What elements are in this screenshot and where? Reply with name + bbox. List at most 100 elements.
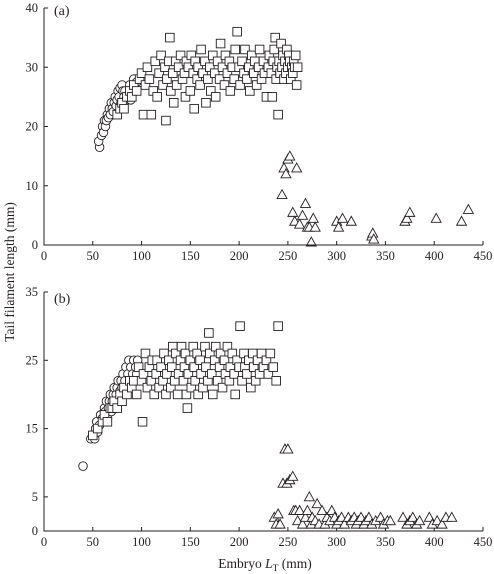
square-point bbox=[253, 62, 264, 73]
square-point bbox=[217, 382, 228, 393]
square-point bbox=[119, 103, 129, 114]
square-point bbox=[195, 80, 205, 90]
square-point bbox=[161, 389, 171, 400]
square-point bbox=[273, 109, 283, 120]
square-point bbox=[138, 369, 149, 379]
square-point bbox=[172, 389, 183, 400]
x-tick-label: 0 bbox=[41, 249, 47, 263]
square-point bbox=[162, 369, 172, 379]
square-point bbox=[162, 74, 172, 84]
y-tick-label: 15 bbox=[26, 422, 39, 436]
square-point bbox=[183, 62, 194, 73]
square-point bbox=[140, 348, 151, 359]
y-tick-label: 0 bbox=[32, 238, 38, 252]
triangle-point bbox=[290, 162, 303, 173]
square-point bbox=[240, 44, 250, 55]
panel-b-ticks: 0 50 100 150 200 250 300 350 400 450 0 5 15 25 35 bbox=[26, 285, 493, 549]
x-tick-label: 200 bbox=[230, 249, 249, 263]
square-point bbox=[215, 38, 226, 49]
square-point bbox=[265, 348, 276, 359]
y-tick-label: 0 bbox=[32, 524, 38, 538]
square-point bbox=[269, 44, 279, 55]
triangle-point bbox=[282, 443, 294, 454]
panel-a-marks bbox=[93, 26, 475, 247]
x-tick-label: 150 bbox=[181, 535, 200, 549]
triangle-point bbox=[423, 511, 436, 522]
triangle-point bbox=[296, 209, 309, 220]
x-tick-label: 150 bbox=[181, 249, 200, 263]
x-axis-title-unit: (mm) bbox=[278, 556, 311, 571]
square-point bbox=[209, 355, 220, 366]
square-point bbox=[156, 362, 166, 372]
square-point bbox=[131, 389, 142, 400]
square-point bbox=[144, 74, 155, 84]
square-point bbox=[229, 74, 239, 84]
triangle-point bbox=[299, 197, 312, 208]
square-point bbox=[146, 109, 157, 120]
panel-a-tag: (a) bbox=[54, 4, 70, 19]
y-tick-label: 40 bbox=[26, 1, 39, 15]
triangle-point bbox=[316, 504, 328, 515]
square-point bbox=[161, 115, 171, 126]
square-point bbox=[219, 355, 230, 366]
square-point bbox=[159, 348, 169, 359]
square-point bbox=[204, 328, 214, 338]
square-point bbox=[206, 86, 216, 96]
square-point bbox=[196, 44, 206, 55]
triangle-point bbox=[301, 504, 314, 515]
triangle-point bbox=[404, 206, 416, 217]
square-point bbox=[196, 369, 206, 379]
square-point bbox=[149, 389, 159, 400]
square-point bbox=[92, 423, 103, 434]
y-tick-label: 25 bbox=[26, 353, 39, 367]
square-point bbox=[112, 403, 122, 413]
square-point bbox=[170, 348, 181, 359]
square-point bbox=[263, 369, 274, 379]
triangle-point bbox=[430, 212, 442, 223]
triangle-point bbox=[280, 168, 292, 179]
triangle-point bbox=[284, 150, 296, 161]
square-point bbox=[267, 92, 278, 102]
square-point bbox=[175, 50, 186, 61]
square-point bbox=[131, 86, 142, 96]
square-point bbox=[242, 74, 252, 84]
triangle-point bbox=[355, 511, 367, 522]
square-point bbox=[212, 376, 223, 386]
square-point bbox=[165, 32, 175, 43]
panel-a-ticks: 0 50 100 150 200 250 300 350 400 450 0 10 20 30 40 bbox=[26, 1, 493, 263]
square-point bbox=[208, 389, 218, 400]
square-point bbox=[232, 26, 242, 37]
square-point bbox=[214, 362, 225, 372]
square-point bbox=[227, 348, 238, 359]
y-tick-label: 30 bbox=[26, 60, 39, 74]
square-point bbox=[203, 74, 213, 84]
square-point bbox=[217, 62, 228, 73]
x-tick-label: 50 bbox=[87, 535, 100, 549]
square-point bbox=[152, 92, 162, 102]
square-point bbox=[237, 56, 247, 67]
square-point bbox=[117, 396, 127, 407]
square-point bbox=[154, 68, 164, 78]
square-point bbox=[127, 92, 137, 102]
square-point bbox=[181, 389, 192, 400]
panel-b: (b) 0 50 100 150 200 250 300 350 400 450 0 5 15 25 35 bbox=[26, 285, 493, 549]
triangle-point bbox=[431, 514, 443, 526]
triangle-point bbox=[278, 162, 290, 173]
square-point bbox=[209, 68, 220, 78]
square-point bbox=[235, 80, 245, 90]
square-point bbox=[210, 341, 221, 352]
triangle-point bbox=[326, 504, 338, 515]
y-tick-label: 20 bbox=[26, 120, 39, 134]
x-tick-label: 300 bbox=[327, 535, 346, 549]
square-point bbox=[251, 80, 262, 90]
x-tick-label: 50 bbox=[87, 249, 100, 263]
square-point bbox=[168, 98, 179, 108]
x-tick-label: 250 bbox=[279, 249, 298, 263]
x-tick-label: 100 bbox=[132, 535, 151, 549]
square-point bbox=[200, 341, 210, 352]
square-point bbox=[173, 369, 184, 379]
triangle-point bbox=[305, 236, 318, 247]
square-point bbox=[222, 341, 233, 352]
triangle-point bbox=[307, 212, 319, 223]
square-point bbox=[219, 80, 230, 90]
